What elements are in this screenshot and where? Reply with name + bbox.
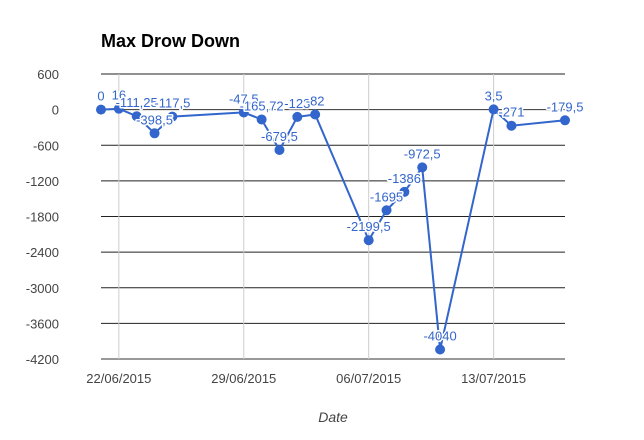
data-point — [256, 114, 267, 125]
data-label: -4040 — [423, 329, 456, 344]
y-tick-label: -3600 — [26, 316, 59, 331]
data-label: -179,5 — [547, 99, 584, 114]
y-tick-label: -600 — [33, 138, 59, 153]
data-point — [96, 104, 106, 115]
data-label: -972,5 — [404, 146, 441, 161]
data-point — [149, 128, 160, 139]
y-tick-label: -3000 — [26, 281, 59, 296]
data-label: 3,5 — [485, 88, 503, 103]
data-point — [506, 120, 517, 131]
x-tick-label: 06/07/2015 — [336, 371, 401, 386]
data-label: -82 — [306, 93, 325, 108]
data-label: -165,72 — [240, 98, 284, 113]
data-point — [131, 111, 142, 122]
data-point — [238, 107, 249, 118]
data-point — [488, 104, 499, 115]
data-label: -1695 — [370, 189, 403, 204]
data-label: -271 — [498, 105, 524, 120]
y-tick-label: 0 — [52, 103, 59, 118]
data-point — [560, 115, 570, 126]
data-label: -398,5 — [136, 112, 173, 127]
data-label: 0 — [97, 89, 104, 104]
data-point — [113, 103, 124, 114]
x-axis: 22/06/2015 29/06/2015 06/07/2015 13/07/2015 — [86, 371, 526, 386]
x-tick-label: 29/06/2015 — [211, 371, 276, 386]
data-label: -117,5 — [154, 96, 190, 111]
y-tick-label: -4200 — [26, 352, 59, 367]
data-point — [167, 111, 178, 122]
data-points — [96, 103, 570, 355]
data-label: 16 — [112, 88, 126, 103]
data-label: -111,25 — [116, 95, 158, 110]
data-point — [435, 344, 446, 355]
x-tick-label: 13/07/2015 — [461, 371, 526, 386]
data-label: -47,5 — [229, 91, 259, 106]
data-point — [274, 144, 285, 155]
data-point — [381, 205, 392, 216]
data-point — [363, 235, 374, 246]
data-label: -1386 — [388, 171, 421, 186]
chart-title: Max Drow Down — [101, 31, 240, 51]
data-point — [292, 111, 303, 122]
data-labels: 0 16-111,25 -398,5-117,5 -47,5-165,72 -679,5… — [96, 86, 585, 345]
y-tick-label: -2400 — [26, 245, 59, 260]
y-tick-label: 600 — [37, 67, 59, 82]
y-tick-label: -1800 — [26, 210, 59, 225]
data-label: -2199,5 — [347, 219, 391, 234]
y-axis: 600 0 -600 -1200 -1800 -2400 -3000 -3600 -4200 — [26, 67, 59, 367]
data-point — [310, 109, 321, 120]
grid-lines — [101, 73, 565, 360]
data-label: -679,5 — [261, 129, 298, 144]
data-label: -123 — [284, 96, 310, 111]
data-point — [399, 186, 410, 197]
x-axis-label: Date — [318, 409, 348, 425]
data-point — [417, 162, 428, 173]
x-tick-label: 22/06/2015 — [86, 371, 151, 386]
y-tick-label: -1200 — [26, 174, 59, 189]
